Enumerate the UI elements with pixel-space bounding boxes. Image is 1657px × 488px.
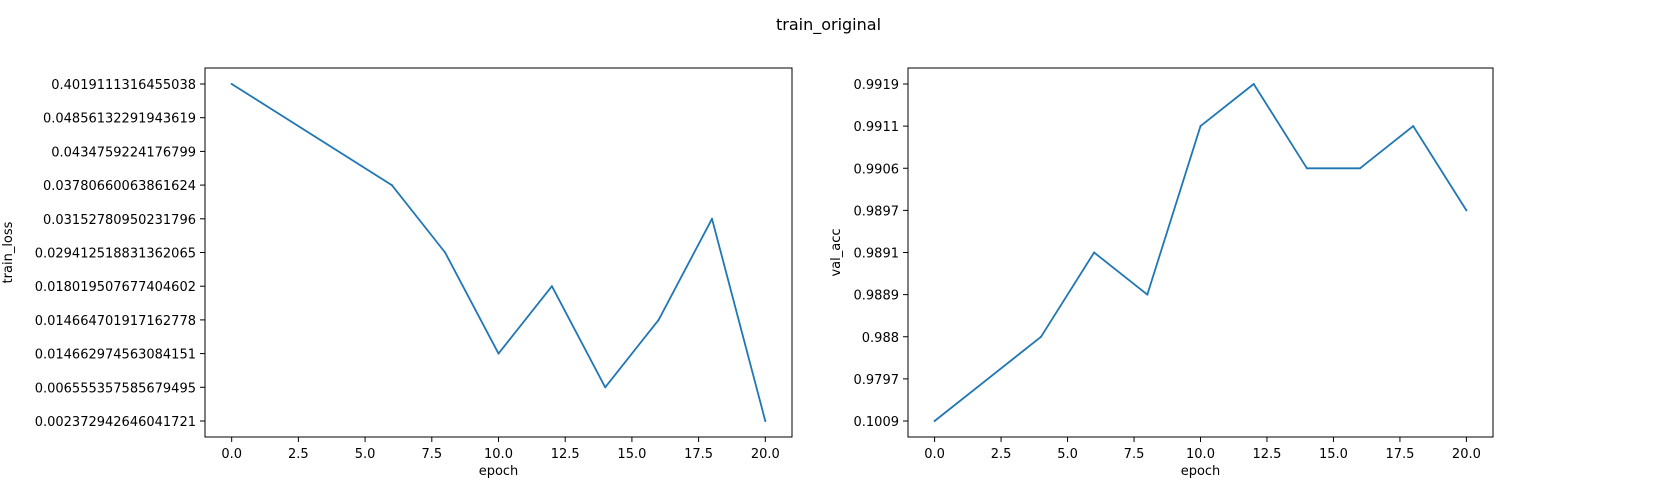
data-point: [1412, 125, 1415, 128]
x-tick-label: 20.0: [751, 447, 780, 462]
plot-area-frame-2: [907, 67, 1494, 438]
y-tick-label: 0.9906: [854, 162, 900, 177]
data-point: [444, 251, 447, 254]
x-tick-label: 17.5: [1385, 447, 1414, 462]
x-tick-label: 0.0: [221, 447, 242, 462]
x-tick-label: 15.0: [1319, 447, 1348, 462]
data-point: [1252, 83, 1255, 85]
data-point: [1146, 293, 1149, 296]
data-point: [1039, 335, 1042, 338]
y-axis-label: train_loss: [1, 221, 16, 283]
x-tick-label: 10.0: [1186, 447, 1215, 462]
data-point: [933, 420, 936, 422]
data-point: [657, 318, 660, 321]
y-tick-label: 0.002372942646041721: [35, 415, 196, 430]
y-tick-label: 0.029412518831362065: [35, 247, 196, 262]
data-point: [1465, 209, 1468, 212]
figure-title: train_original: [775, 15, 882, 34]
y-tick-label: 0.04856132291943619: [43, 112, 196, 127]
data-point: [710, 217, 713, 220]
y-tick-label: 0.9891: [854, 247, 900, 262]
y-tick-label: 0.006555357585679495: [35, 381, 196, 396]
x-tick-label: 0.0: [924, 447, 945, 462]
y-tick-label: 0.1009: [854, 415, 900, 430]
x-tick-label: 7.5: [421, 447, 442, 462]
y-tick-label: 0.014664701917162778: [35, 314, 196, 329]
x-tick-label: 15.0: [617, 447, 646, 462]
y-tick-label: 0.988: [862, 331, 899, 346]
data-point: [1359, 167, 1362, 170]
y-axis-label: val_acc: [829, 228, 844, 276]
y-tick-label: 0.0434759224176799: [51, 145, 196, 160]
data-point: [230, 83, 233, 85]
data-point: [1199, 125, 1202, 128]
x-tick-label: 5.0: [355, 447, 376, 462]
y-tick-label: 0.9897: [854, 204, 900, 219]
x-tick-label: 12.5: [1253, 447, 1282, 462]
y-tick-label: 0.03780660063861624: [43, 179, 196, 194]
x-tick-label: 12.5: [551, 447, 580, 462]
data-point: [390, 184, 393, 187]
y-tick-label: 0.9797: [854, 373, 900, 388]
data-point: [1305, 167, 1308, 170]
y-tick-label: 0.9889: [854, 289, 900, 304]
y-tick-label: 0.014662974563084151: [35, 348, 196, 363]
x-axis-label: epoch: [479, 464, 519, 479]
x-tick-label: 20.0: [1452, 447, 1481, 462]
x-tick-label: 7.5: [1124, 447, 1145, 462]
y-tick-label: 0.4019111316455038: [51, 78, 196, 93]
data-point: [550, 285, 553, 288]
x-axis-label: epoch: [1181, 464, 1221, 479]
y-tick-label: 0.9911: [854, 120, 900, 135]
data-point: [764, 420, 767, 422]
x-tick-label: 5.0: [1057, 447, 1078, 462]
x-tick-label: 2.5: [991, 447, 1012, 462]
data-point: [1093, 251, 1096, 254]
series-line: [231, 83, 767, 422]
data-point: [604, 386, 607, 389]
y-tick-label: 0.9919: [854, 78, 900, 93]
x-tick-label: 2.5: [288, 447, 309, 462]
x-tick-label: 17.5: [684, 447, 713, 462]
x-tick-label: 10.0: [484, 447, 513, 462]
y-tick-label: 0.03152780950231796: [43, 213, 196, 228]
series-line: [934, 83, 1468, 422]
data-point: [497, 352, 500, 355]
y-tick-label: 0.018019507677404602: [35, 280, 196, 295]
